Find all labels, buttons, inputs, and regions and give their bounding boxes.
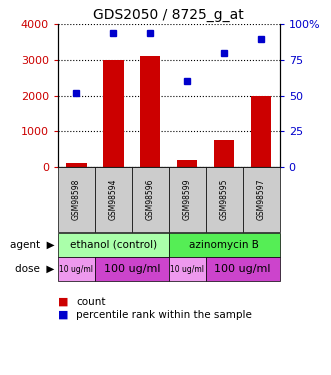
Text: percentile rank within the sample: percentile rank within the sample <box>76 310 252 320</box>
Bar <box>206 167 243 232</box>
Text: GSM98594: GSM98594 <box>109 179 118 220</box>
Bar <box>206 257 280 281</box>
Text: GSM98599: GSM98599 <box>183 179 192 220</box>
Text: 10 ug/ml: 10 ug/ml <box>170 265 204 273</box>
Bar <box>132 167 169 232</box>
Text: ethanol (control): ethanol (control) <box>70 240 157 250</box>
Text: azinomycin B: azinomycin B <box>189 240 259 250</box>
Text: 100 ug/ml: 100 ug/ml <box>214 264 271 274</box>
Bar <box>251 96 271 167</box>
Text: GSM98595: GSM98595 <box>220 179 229 220</box>
Text: GSM98596: GSM98596 <box>146 179 155 220</box>
Bar <box>95 257 169 281</box>
Bar <box>103 60 123 167</box>
Bar <box>66 164 87 167</box>
Text: ■: ■ <box>58 310 69 320</box>
Text: GSM98598: GSM98598 <box>72 179 81 220</box>
Bar <box>169 167 206 232</box>
Text: ■: ■ <box>58 297 69 307</box>
Bar <box>169 257 206 281</box>
Text: dose  ▶: dose ▶ <box>15 264 55 274</box>
Text: 10 ug/ml: 10 ug/ml <box>59 265 93 273</box>
Text: count: count <box>76 297 106 307</box>
Bar <box>169 232 280 257</box>
Bar <box>243 167 280 232</box>
Text: 100 ug/ml: 100 ug/ml <box>104 264 160 274</box>
Title: GDS2050 / 8725_g_at: GDS2050 / 8725_g_at <box>93 8 244 22</box>
Bar <box>177 160 198 167</box>
Bar <box>58 167 95 232</box>
Bar <box>214 140 234 167</box>
Text: agent  ▶: agent ▶ <box>10 240 55 250</box>
Bar <box>58 257 95 281</box>
Bar <box>140 57 161 167</box>
Bar <box>95 167 132 232</box>
Bar <box>58 232 169 257</box>
Text: GSM98597: GSM98597 <box>257 179 266 220</box>
